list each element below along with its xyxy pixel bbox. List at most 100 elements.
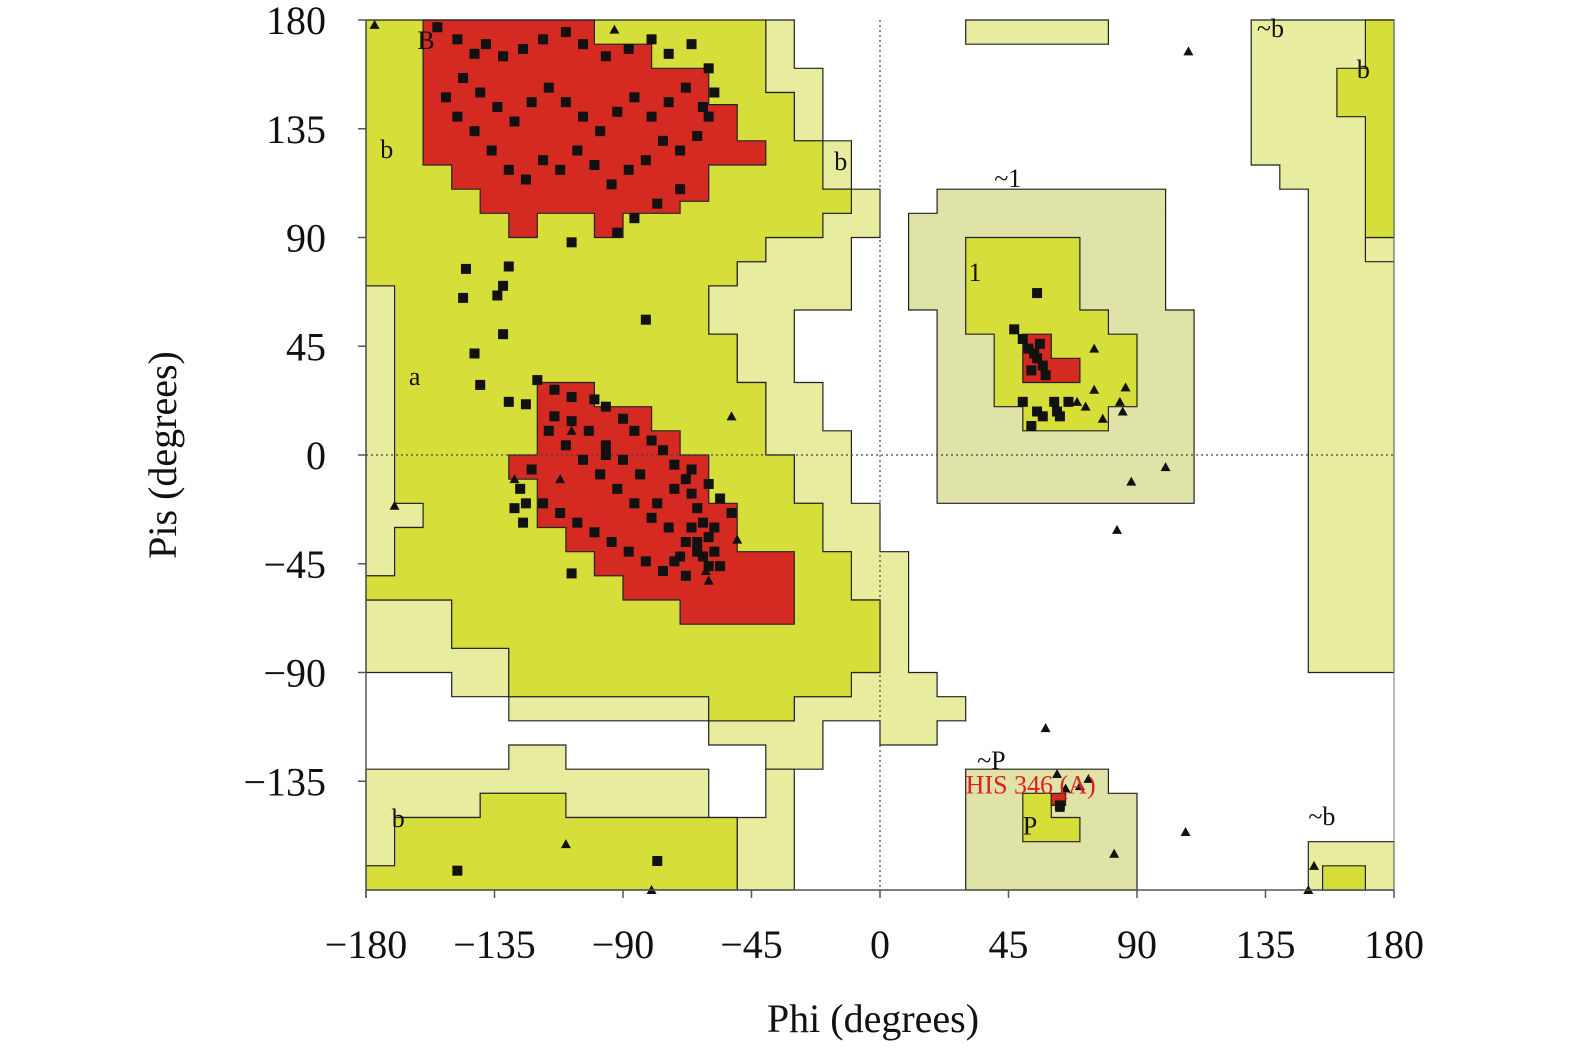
point-square (675, 184, 686, 195)
point-square (1017, 396, 1028, 407)
point-square (560, 97, 571, 108)
point-square (675, 145, 686, 156)
point-triangle (1114, 396, 1125, 406)
point-square (543, 82, 554, 93)
point-square (486, 145, 497, 156)
point-square (640, 314, 651, 325)
point-square (469, 348, 480, 359)
point-square (629, 498, 640, 509)
x-tick-label: 0 (870, 922, 890, 967)
point-square (578, 111, 589, 122)
point-square (515, 483, 526, 494)
point-square (680, 570, 691, 581)
point-square (498, 329, 509, 340)
x-tick-label: −45 (720, 922, 783, 967)
point-square (703, 479, 714, 489)
point-square (663, 48, 674, 59)
point-triangle (509, 474, 520, 484)
point-square (452, 111, 463, 122)
region-label: P (1023, 811, 1037, 840)
region-label: b (380, 135, 393, 164)
point-square (509, 503, 520, 514)
point-triangle (1126, 476, 1137, 486)
point-square (692, 546, 703, 557)
point-square (600, 401, 611, 412)
point-square (1009, 324, 1020, 335)
region-generous-3 (965, 19, 1110, 45)
point-square (538, 498, 549, 509)
point-square (572, 145, 583, 156)
point-square (538, 34, 549, 45)
point-triangle (1109, 848, 1120, 858)
point-square (520, 399, 531, 410)
point-triangle (700, 566, 711, 575)
point-square (555, 164, 566, 175)
region-label: a (409, 362, 421, 391)
point-square (1049, 396, 1060, 407)
y-tick-label: 180 (266, 0, 326, 43)
point-triangle (555, 474, 566, 484)
point-square (560, 27, 571, 38)
point-triangle (726, 411, 737, 421)
point-square (686, 464, 697, 475)
point-square (498, 280, 509, 291)
point-square (623, 164, 634, 175)
x-tick-label: −180 (325, 922, 408, 967)
point-square (572, 517, 583, 528)
point-square (646, 111, 657, 122)
point-square (1029, 348, 1040, 359)
point-square (623, 546, 634, 557)
point-triangle (1089, 384, 1100, 394)
point-square (657, 135, 668, 146)
point-square (595, 469, 606, 480)
point-square (458, 292, 469, 303)
x-tick-label: −135 (453, 922, 536, 967)
region-labels: Bb b a b ~1 1 ~b b ~P P ~b (380, 14, 1370, 841)
point-square (1017, 334, 1028, 344)
point-square (697, 551, 708, 562)
region-allowed-5 (1321, 865, 1367, 891)
region-label: ~b (1257, 14, 1284, 43)
point-square (595, 126, 606, 137)
point-square (703, 561, 714, 572)
point-square (715, 561, 726, 572)
point-square (589, 527, 600, 538)
point-square (460, 263, 471, 274)
point-square (1026, 421, 1037, 431)
y-tick-label: −135 (243, 759, 326, 804)
point-square (589, 160, 600, 170)
point-square (520, 174, 531, 185)
point-square (532, 375, 543, 386)
point-square (680, 474, 691, 485)
axes: −180 −135 −90 −45 0 45 90 135 180 180 135 90 45 0 −45 −… (243, 0, 1424, 967)
point-square (538, 155, 549, 166)
point-triangle (566, 425, 577, 435)
x-tick-label: 180 (1364, 922, 1424, 967)
point-square (618, 454, 628, 465)
point-square (549, 411, 560, 422)
point-square (640, 155, 651, 166)
point-square (1037, 411, 1048, 422)
point-triangle (1183, 46, 1194, 56)
point-square (469, 48, 480, 59)
point-square (432, 22, 443, 33)
region-label: ~1 (994, 164, 1021, 193)
point-square (612, 106, 623, 117)
point-square (1023, 343, 1034, 354)
point-square (715, 493, 726, 504)
point-triangle (1083, 773, 1094, 783)
point-square (618, 413, 628, 424)
point-square (657, 566, 668, 576)
point-square (475, 379, 486, 390)
point-square (566, 392, 577, 402)
point-square (657, 445, 668, 456)
point-square (518, 44, 529, 54)
point-square (1040, 370, 1051, 381)
x-axis-title: Phi (degrees) (767, 996, 979, 1041)
x-tick-label: 135 (1236, 922, 1296, 967)
point-square (452, 34, 463, 45)
point-square (697, 517, 708, 528)
point-triangle (609, 24, 620, 34)
point-square (629, 425, 640, 436)
point-square (612, 483, 623, 494)
